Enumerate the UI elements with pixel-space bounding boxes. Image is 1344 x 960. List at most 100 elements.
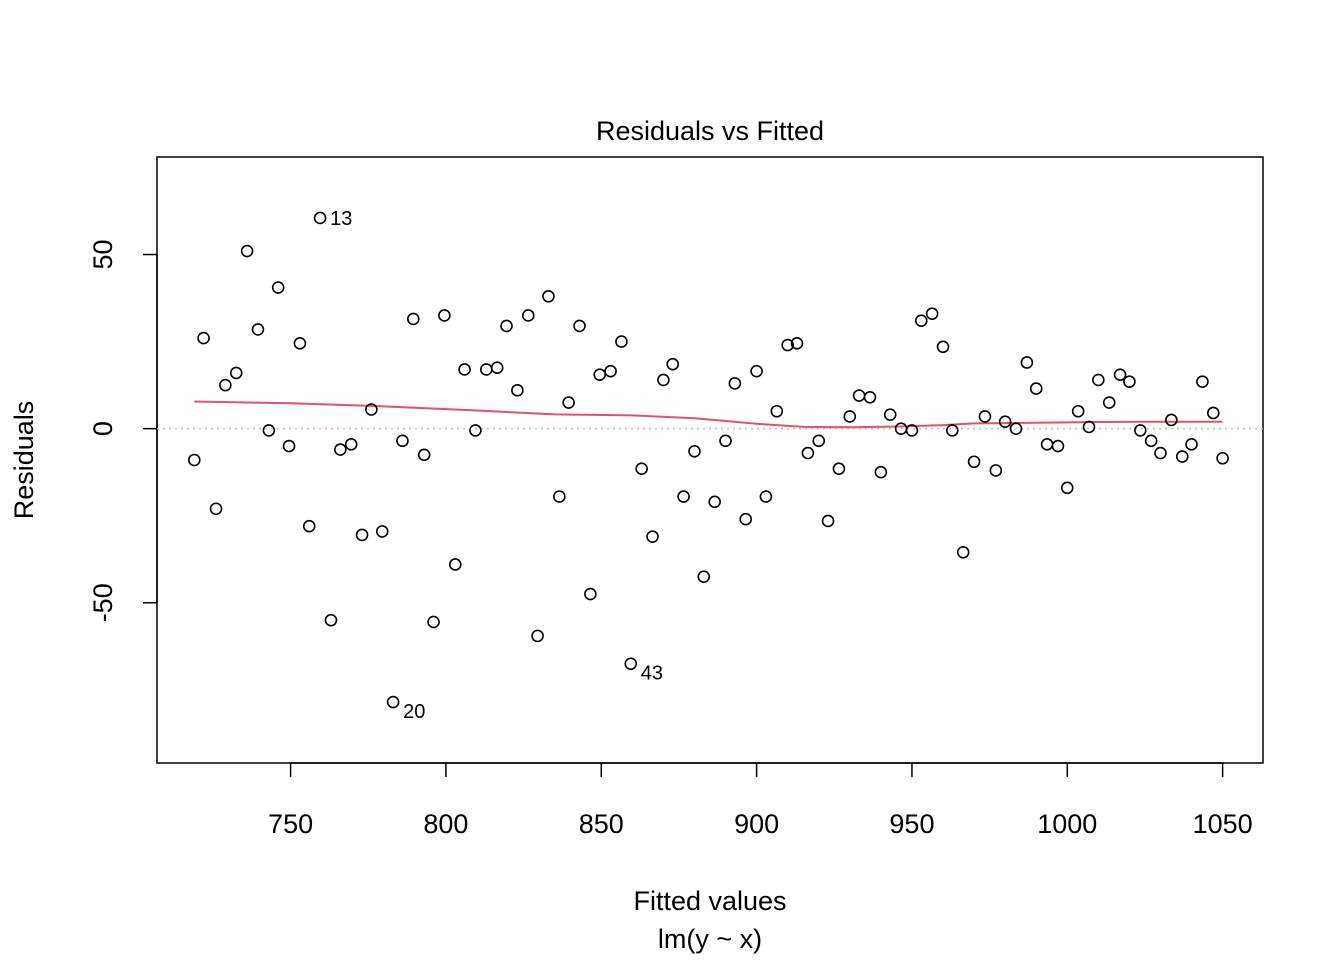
y-axis: -50 0 50: [88, 239, 158, 622]
data-point: [229, 366, 243, 380]
data-point: [677, 490, 690, 503]
data-point: [657, 373, 670, 387]
y-tick-label: 0: [88, 421, 118, 436]
data-point: [344, 438, 358, 451]
data-point: [1071, 404, 1085, 418]
data-point: [531, 629, 544, 643]
outlier-label: 20: [403, 701, 425, 723]
chart-title: Residuals vs Fitted: [596, 116, 824, 146]
data-point: [646, 530, 659, 543]
data-point: [262, 424, 276, 437]
data-point: [624, 657, 638, 671]
data-point: [375, 525, 389, 538]
model-formula-label: lm(y ~ x): [658, 924, 762, 954]
x-tick-label: 750: [268, 809, 313, 839]
y-tick-label: 50: [88, 239, 118, 269]
point-labels: 13 20 43: [330, 208, 663, 723]
data-point: [386, 695, 400, 709]
data-point: [790, 337, 804, 350]
data-point: [480, 363, 493, 376]
data-point: [490, 361, 504, 375]
data-point: [1060, 481, 1074, 495]
data-point: [946, 424, 959, 437]
data-point: [1051, 439, 1065, 453]
data-point: [666, 357, 680, 371]
data-point: [1216, 451, 1229, 465]
data-point: [781, 338, 794, 352]
data-point: [197, 331, 210, 345]
data-point: [812, 434, 826, 448]
data-point: [271, 281, 285, 294]
data-point: [688, 444, 701, 458]
data-point: [863, 391, 877, 404]
outlier-label: 13: [330, 208, 352, 230]
data-point: [333, 443, 347, 456]
x-tick-label: 900: [734, 809, 779, 839]
x-axis-label: Fitted values: [633, 886, 786, 916]
data-point: [511, 384, 524, 397]
data-point: [438, 309, 451, 322]
data-point: [821, 514, 835, 528]
data-point: [1133, 424, 1147, 437]
data-point: [1009, 422, 1023, 435]
data-point: [562, 396, 575, 409]
data-point: [1102, 396, 1116, 409]
data-point: [593, 368, 607, 381]
plot-frame: [156, 156, 1264, 764]
smooth-trend-line: [194, 400, 1223, 429]
data-point: [1154, 446, 1167, 460]
data-point: [750, 364, 763, 378]
data-point: [458, 363, 471, 376]
data-point: [925, 307, 939, 321]
x-tick-label: 850: [579, 809, 624, 839]
x-tick-label: 1050: [1193, 809, 1253, 839]
data-point: [697, 570, 711, 583]
data-point: [1020, 356, 1034, 369]
data-point: [1206, 406, 1220, 420]
data-point: [293, 337, 307, 350]
data-point: [978, 410, 992, 423]
data-point: [1144, 434, 1158, 448]
x-axis: 750 800 850 900 950 1000 1050: [268, 762, 1253, 839]
y-tick-label: -50: [88, 583, 118, 622]
data-point: [1175, 450, 1189, 463]
data-point: [417, 448, 431, 462]
data-point: [365, 403, 378, 416]
y-axis-label: Residuals: [9, 401, 39, 520]
data-point: [708, 495, 721, 509]
data-point: [615, 335, 628, 348]
data-point: [956, 545, 970, 559]
data-point: [500, 319, 513, 333]
data-point: [302, 519, 316, 533]
data-point: [1196, 375, 1209, 388]
data-point: [251, 323, 265, 336]
data-point: [584, 587, 597, 601]
data-point: [728, 377, 742, 390]
data-point: [187, 453, 201, 467]
data-point: [739, 512, 753, 526]
data-point: [282, 439, 296, 453]
x-tick-label: 950: [889, 809, 934, 839]
data-point: [832, 462, 846, 476]
data-point: [469, 424, 482, 437]
data-point: [801, 446, 815, 460]
data-point: [759, 490, 773, 503]
x-tick-label: 800: [423, 809, 468, 839]
data-point: [427, 615, 440, 629]
data-point: [1165, 413, 1178, 427]
data-point: [313, 211, 327, 225]
data-point: [604, 364, 617, 378]
data-points: [187, 211, 1229, 709]
data-point: [219, 378, 232, 392]
data-point: [1029, 382, 1043, 395]
data-point: [905, 424, 919, 437]
data-point: [874, 465, 888, 479]
data-point: [989, 464, 1003, 477]
data-point: [1092, 373, 1105, 387]
data-point: [1113, 368, 1127, 381]
data-point: [553, 490, 566, 503]
data-point: [209, 502, 223, 516]
data-point: [914, 314, 928, 327]
data-point: [998, 415, 1012, 428]
